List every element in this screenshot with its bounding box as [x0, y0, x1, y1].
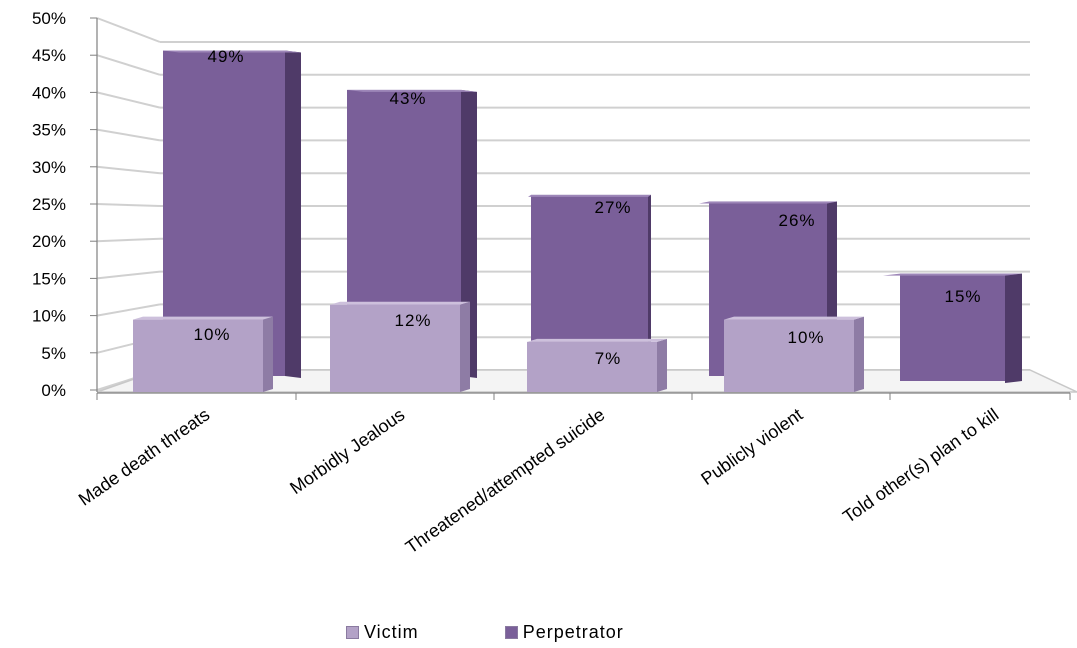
y-tick-label: 30% [32, 158, 66, 177]
bar-perpetrator-side [1005, 273, 1022, 383]
data-label-victim: 10% [787, 328, 824, 347]
y-tick-label: 45% [32, 46, 66, 65]
data-labels: 49% 43% 27% 26% 15% 10% 12% 7% 10% [193, 47, 981, 368]
legend: Victim Perpetrator [346, 622, 710, 642]
category-label: Threatened/attempted suicide [402, 404, 609, 557]
bar-victim-front [527, 341, 657, 392]
gridline-side [96, 303, 161, 317]
bar-perpetrator-top [699, 201, 837, 204]
legend-swatch-victim [346, 625, 359, 639]
y-tick-label: 20% [32, 232, 66, 251]
bar-victim [724, 316, 864, 392]
bar-perpetrator-top [163, 50, 301, 53]
bar-perpetrator [883, 273, 1022, 383]
bar-victim-top [724, 316, 864, 320]
y-tick-labels: 0% 5% 10% 15% 20% 25% 30% 35% 40% 45% 50% [32, 9, 66, 400]
bar-victim-front [133, 319, 263, 392]
category-label: Told other(s) plan to kill [839, 404, 1002, 527]
legend-item-victim: Victim [346, 622, 419, 643]
gridline-side [96, 270, 161, 280]
bar-victim [527, 338, 667, 392]
legend-label-perpetrator: Perpetrator [522, 621, 624, 642]
data-label-victim: 10% [193, 325, 230, 344]
bar-perpetrator-side [285, 50, 301, 379]
bar-victim-top [133, 316, 273, 320]
bar-victim-top [527, 338, 667, 342]
y-tick-label: 40% [32, 83, 66, 102]
gridline-side [96, 203, 161, 207]
y-tick-label: 35% [32, 121, 66, 140]
category-labels: Made death threats Morbidly JealousThreat… [75, 404, 1003, 557]
category-label: Morbidly Jealous [286, 404, 408, 498]
gridline-side [96, 237, 161, 243]
bar-perpetrator-side [648, 194, 651, 378]
bar-victim-front [330, 304, 460, 392]
bar-victim-side [460, 301, 470, 392]
gridline-side [96, 54, 161, 76]
gridline-side [96, 128, 161, 142]
y-tick-label: 10% [32, 307, 66, 326]
bar-perpetrator-top [883, 273, 1022, 276]
data-label-victim: 7% [595, 349, 622, 368]
legend-item-perpetrator: Perpetrator [504, 621, 624, 643]
bar-perpetrator-top [528, 194, 651, 197]
data-label-victim: 12% [394, 311, 431, 330]
data-label-perpetrator: 49% [207, 47, 244, 66]
bar-victim-side [854, 316, 864, 392]
bar-victim [133, 316, 273, 392]
bar-victim [330, 301, 470, 392]
bar-victim-front [724, 319, 854, 392]
y-tick-label: 25% [32, 195, 66, 214]
y-tick-label: 5% [41, 344, 66, 363]
gridline-side [96, 91, 161, 109]
data-label-perpetrator: 43% [389, 89, 426, 108]
category-label: Publicly violent [697, 404, 806, 489]
gridline-side [96, 17, 161, 43]
bar-perpetrator-top [347, 89, 477, 92]
bar-victim-top [330, 301, 470, 305]
bars [133, 50, 1022, 392]
bar-victim-side [263, 316, 273, 392]
legend-label-victim: Victim [364, 621, 419, 642]
data-label-perpetrator: 15% [944, 287, 981, 306]
data-label-perpetrator: 27% [594, 198, 631, 217]
legend-swatch-perpetrator [504, 625, 518, 639]
category-label: Made death threats [75, 404, 214, 509]
gridline-side [96, 165, 161, 175]
y-tick-label: 50% [32, 9, 66, 28]
bar-perpetrator-front [900, 273, 1022, 381]
bar-victim-side [657, 338, 667, 392]
y-tick-label: 15% [32, 269, 66, 288]
data-label-perpetrator: 26% [778, 211, 815, 230]
y-tick-label: 0% [41, 381, 66, 400]
